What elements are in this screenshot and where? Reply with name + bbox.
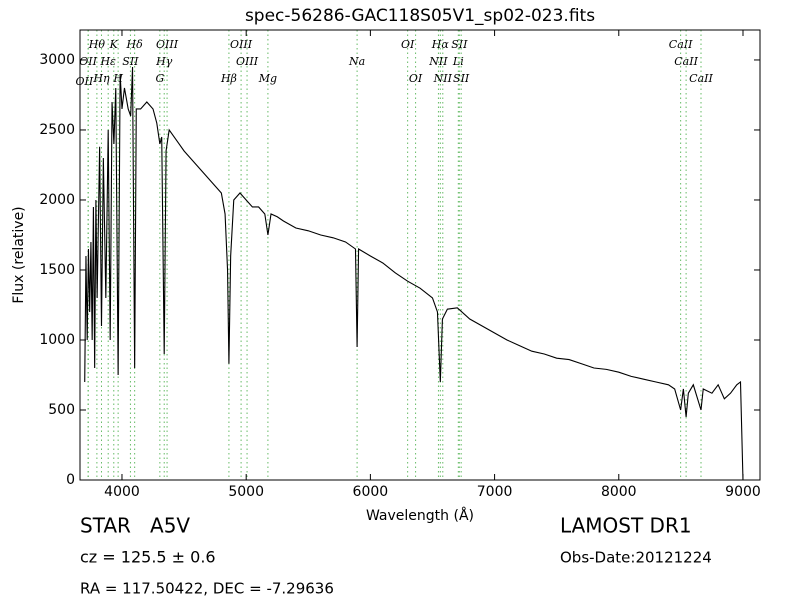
annotation-label: SII (451, 38, 468, 51)
annotation-label: Na (348, 55, 365, 68)
annotation-label: Mg (258, 72, 277, 85)
y-tick-label: 2500 (39, 122, 75, 138)
x-tick-label: 9000 (725, 484, 761, 500)
annotation-label: OI (401, 38, 415, 51)
y-tick-label: 1000 (39, 332, 75, 348)
survey: LAMOST DR1 (560, 514, 692, 538)
annotation-label: OI (409, 72, 423, 85)
annotation-label: Hη (92, 72, 110, 85)
annotation-label: OII (75, 75, 93, 88)
annotation-label: CaII (669, 38, 693, 51)
annotation-label: Hδ (126, 38, 144, 51)
x-tick-label: 7000 (477, 484, 513, 500)
y-tick-label: 500 (48, 402, 75, 418)
annotation-label: CaII (674, 55, 698, 68)
x-axis-label: Wavelength (Å) (366, 507, 474, 524)
chart-title: spec-56286-GAC118S05V1_sp02-023.fits (245, 6, 595, 26)
obs-date: Obs-Date:20121224 (560, 549, 712, 567)
y-tick-label: 0 (66, 472, 75, 488)
redshift: cz = 125.5 ± 0.6 (80, 548, 216, 567)
plot-frame (79, 29, 761, 481)
annotation-label: Hβ (220, 72, 237, 85)
x-tick-label: 8000 (601, 484, 637, 500)
x-tick-label: 4000 (104, 484, 140, 500)
x-tick-label: 5000 (228, 484, 264, 500)
annotation-label: Li (452, 55, 464, 68)
annotation-label: OIII (236, 55, 259, 68)
annotation-label: G (155, 72, 164, 85)
annotation-label: SII (453, 72, 470, 85)
annotation-label: Hθ (88, 38, 106, 51)
annotation-label: Hε (99, 55, 116, 68)
annotation-label: K (109, 38, 119, 51)
annotation-label: OIII (230, 38, 253, 51)
annotation-label: OIII (156, 38, 179, 51)
object-class: STAR A5V (80, 514, 190, 538)
coordinates: RA = 117.50422, DEC = -7.29636 (80, 580, 334, 598)
annotation-label: Hγ (155, 55, 173, 68)
annotation-label: CaII (689, 72, 713, 85)
annotation-label: NII (433, 72, 453, 85)
y-axis-label: Flux (relative) (11, 206, 27, 303)
y-tick-label: 3000 (39, 52, 75, 68)
x-tick-label: 6000 (353, 484, 389, 500)
annotation-label: SII (122, 55, 139, 68)
annotation-label: Hα (431, 38, 450, 51)
y-tick-label: 1500 (39, 262, 75, 278)
annotation-label: NII (428, 55, 448, 68)
annotation-label: H (112, 72, 123, 85)
y-tick-label: 2000 (39, 192, 75, 208)
spectrum-line (84, 66, 744, 481)
